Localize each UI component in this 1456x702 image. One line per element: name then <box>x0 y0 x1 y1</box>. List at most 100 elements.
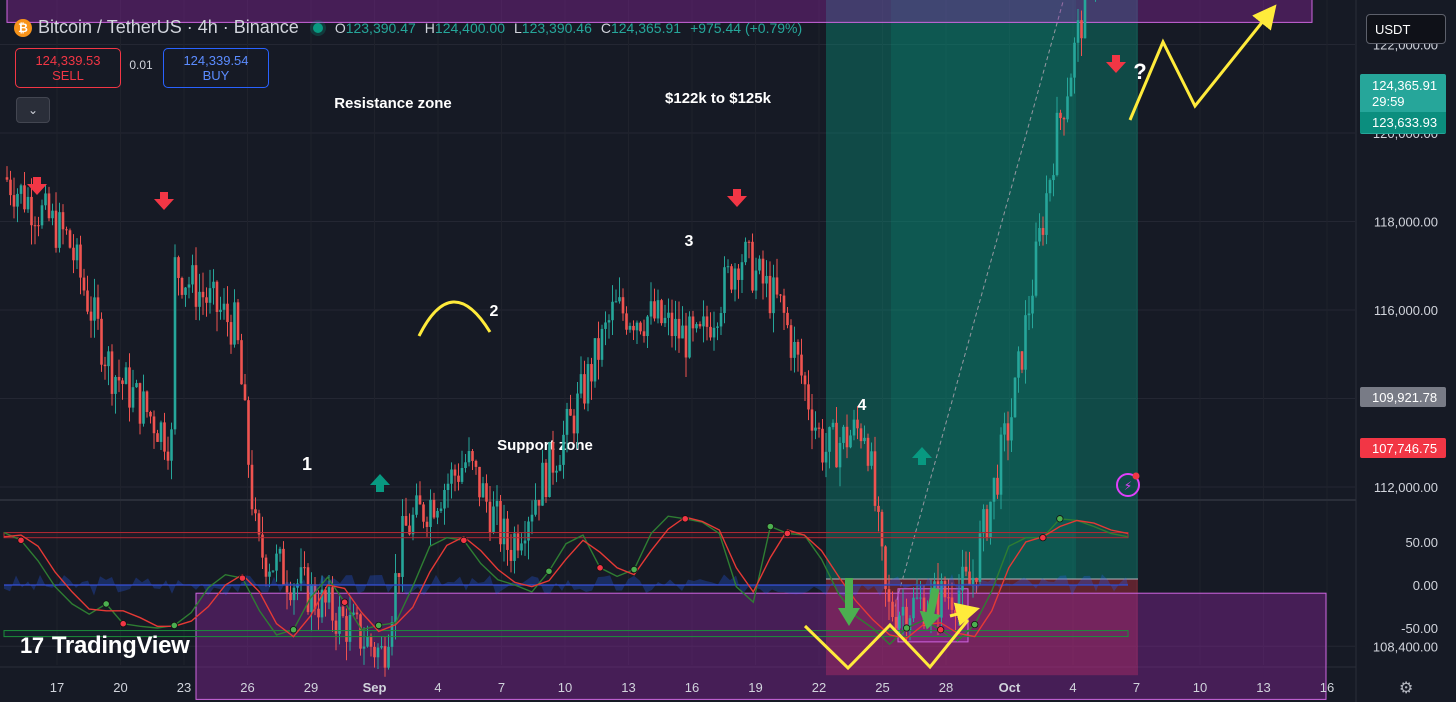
candle <box>968 571 971 585</box>
candle <box>940 581 943 618</box>
candle <box>191 265 194 285</box>
candle <box>821 428 824 463</box>
candle <box>5 177 9 180</box>
candle <box>453 469 457 476</box>
candle <box>1003 423 1006 435</box>
candle <box>583 374 586 404</box>
order-quantity[interactable]: 0.01 <box>129 58 153 72</box>
down-arrow-icon <box>27 177 47 195</box>
settings-icon[interactable]: ⚙ <box>1399 680 1414 697</box>
candle <box>208 288 212 303</box>
candle <box>243 384 247 401</box>
candle <box>338 606 341 634</box>
candle <box>1066 96 1069 120</box>
x-tick-label: Oct <box>999 680 1021 695</box>
y-tick-label: 118,000.00 <box>1374 215 1438 230</box>
candle <box>222 303 226 310</box>
candle <box>1010 417 1013 441</box>
pattern-label: 3 <box>685 233 694 250</box>
candle <box>429 499 432 527</box>
candle <box>341 606 345 617</box>
candle <box>366 636 369 647</box>
candle <box>425 521 429 527</box>
candle <box>541 462 544 506</box>
candle <box>555 470 558 473</box>
high-label: H <box>424 19 435 36</box>
candle <box>1080 20 1083 39</box>
cross-dot <box>971 620 979 629</box>
candle <box>166 451 170 461</box>
buy-button[interactable]: 124,339.54 BUY <box>163 48 269 88</box>
x-tick-label: 10 <box>558 680 572 695</box>
candle <box>625 313 628 330</box>
candle <box>254 509 257 514</box>
candle <box>12 195 16 207</box>
candle <box>513 533 516 561</box>
candle <box>82 277 86 291</box>
candle <box>674 318 677 337</box>
candle <box>894 617 898 629</box>
down-arrow-icon <box>154 192 174 210</box>
candle <box>842 426 845 443</box>
up-arrow-icon <box>912 447 932 465</box>
candle <box>768 275 772 314</box>
symbol-title[interactable]: Bitcoin / TetherUS · 4h · Binance <box>38 17 299 37</box>
x-tick-label: 28 <box>939 680 953 695</box>
candle <box>100 318 103 365</box>
up-arrow-icon <box>370 474 390 492</box>
cross-dot <box>102 600 110 608</box>
candle <box>1069 77 1073 97</box>
candle <box>233 302 236 345</box>
candle <box>569 408 572 416</box>
candle <box>488 501 492 533</box>
candle <box>68 230 72 248</box>
candle <box>135 383 138 388</box>
candle <box>884 546 887 590</box>
candle <box>1062 118 1066 120</box>
collapse-toggle-button[interactable]: ⌄ <box>16 97 50 123</box>
stop-price-value: 107,746.75 <box>1372 441 1437 456</box>
cross-dot <box>545 567 553 575</box>
candle <box>215 281 219 312</box>
candle <box>1059 112 1062 119</box>
candle <box>758 258 761 271</box>
candle <box>229 322 233 345</box>
candle <box>348 614 352 642</box>
stop-price-tag <box>1360 438 1446 458</box>
candle <box>996 477 999 495</box>
buy-price: 124,339.54 <box>183 53 249 68</box>
currency-select[interactable]: USDT <box>1366 14 1446 44</box>
candle <box>530 514 534 522</box>
candle <box>901 606 905 616</box>
candle <box>450 469 453 484</box>
candle <box>936 581 940 618</box>
cross-dot <box>903 624 911 632</box>
candle <box>481 483 485 498</box>
candle <box>355 612 359 615</box>
candle <box>667 312 670 318</box>
projection-arrow <box>1128 4 1277 121</box>
candle <box>499 500 502 545</box>
osc-tick-label: 50.00 <box>1405 535 1438 550</box>
y-tick-label: 108,400.00 <box>1373 639 1438 654</box>
candle <box>789 325 793 358</box>
candle <box>1006 423 1010 441</box>
candle <box>320 589 324 618</box>
candle <box>149 411 152 417</box>
candle <box>887 589 891 602</box>
candle <box>712 327 716 338</box>
candle <box>184 287 187 295</box>
cross-dot <box>460 536 468 544</box>
candle <box>268 571 271 577</box>
candle <box>716 326 719 328</box>
candle <box>695 324 698 329</box>
cross-dot <box>238 574 247 582</box>
candle <box>740 262 744 280</box>
sell-button[interactable]: 124,339.53 SELL <box>15 48 121 88</box>
candle <box>863 437 866 442</box>
candle <box>103 364 107 367</box>
candle <box>89 311 93 321</box>
candle <box>646 316 649 337</box>
candle <box>618 297 621 302</box>
